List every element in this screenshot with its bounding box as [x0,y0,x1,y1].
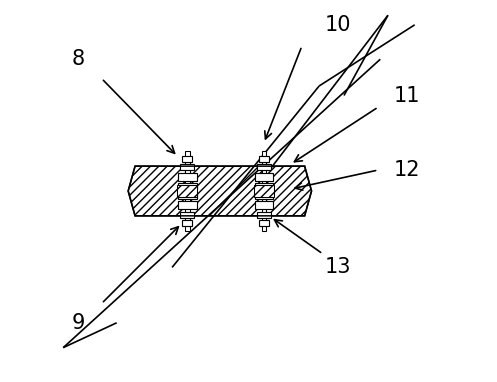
Bar [254,201,273,209]
Text: 12: 12 [394,160,420,180]
Bar [177,185,197,197]
Bar [257,164,271,170]
Bar [254,173,273,181]
Bar [178,193,196,199]
Bar [254,185,274,197]
Bar [180,212,194,218]
Bar [254,183,273,189]
Text: 11: 11 [394,86,420,105]
Bar [259,157,269,162]
Bar [178,201,196,209]
Text: 13: 13 [325,257,351,277]
Bar [178,173,196,181]
Bar [185,151,189,231]
Text: 10: 10 [325,15,351,35]
Bar [182,157,192,162]
Bar [257,212,271,218]
Polygon shape [128,166,312,216]
Bar [180,164,194,170]
Bar [182,220,192,225]
Bar [254,193,273,199]
Bar [261,151,266,231]
Bar [178,183,196,189]
Bar [259,220,269,225]
Text: 9: 9 [72,313,85,333]
Text: 8: 8 [72,49,85,69]
